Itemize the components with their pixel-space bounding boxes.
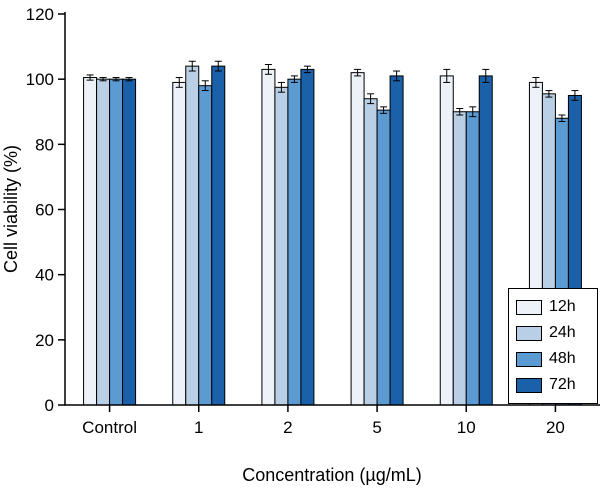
error-bar [558,114,566,123]
x-tick-label: 10 [457,418,476,437]
error-bar [277,81,285,93]
error-bar [264,64,272,75]
error-bar [99,77,107,82]
x-tick-label: Control [82,418,137,437]
y-tick-label: 60 [35,201,54,220]
error-bar [188,60,196,72]
error-bar [380,106,388,114]
bar-12h-1 [172,81,187,406]
error-bar [201,80,209,92]
bar-72h-10 [478,75,493,406]
error-bar [393,70,401,82]
bar-24h-2 [274,86,289,406]
legend-label-24h: 24h [549,324,576,341]
bar-12h-10 [439,75,454,406]
bar-48h-2 [287,78,302,406]
bars-layer [83,60,582,406]
y-tick-label: 80 [35,135,54,154]
legend-label-48h: 48h [549,350,576,367]
bar-48h-5 [376,109,391,406]
error-bar [290,75,298,83]
error-bar [354,68,362,77]
legend-swatch-72h [516,377,542,393]
error-bar [469,106,477,118]
legend-swatch-12h [516,299,542,315]
bar-12h-2 [261,68,276,406]
error-bar [125,77,133,82]
bar-48h-Control [109,78,124,406]
x-tick-label: 2 [283,418,292,437]
x-tick-label: 5 [372,418,381,437]
x-axis-title: Concentration (µg/mL) [242,465,421,485]
y-tick-label: 20 [35,331,54,350]
legend-item-72h: 72h [516,377,590,393]
bar-72h-1 [211,65,226,406]
error-bar [456,107,464,116]
axes-layer: Control 1 2 5 10 20 0 20 40 60 80 100 120 [26,5,600,437]
y-tick-label: 120 [26,5,54,24]
legend-swatch-24h [516,325,542,341]
legend-label-72h: 72h [549,376,576,393]
bar-24h-10 [452,111,467,406]
error-bar [482,68,490,83]
chart-legend: 12h 24h 48h 72h [508,288,598,404]
bar-24h-5 [363,98,378,406]
error-bar [545,90,553,98]
error-bar [532,77,540,88]
y-tick-label: 100 [26,70,54,89]
bar-24h-1 [185,65,200,406]
bar-72h-2 [300,68,315,406]
legend-swatch-48h [516,351,542,367]
error-bar [367,93,375,105]
legend-label-12h: 12h [549,298,576,315]
bar-48h-10 [465,111,480,406]
bar-48h-1 [198,85,213,406]
y-tick-label: 0 [45,396,54,415]
x-tick-label: 1 [194,418,203,437]
bar-12h-Control [83,77,98,406]
error-bar [214,60,222,72]
legend-item-48h: 48h [516,351,590,367]
error-bar [112,77,120,82]
legend-item-12h: 12h [516,299,590,315]
error-bar [175,77,183,88]
error-bar [443,68,451,83]
bar-72h-Control [122,78,137,406]
y-axis-title: Cell viability (%) [1,145,21,273]
legend-item-24h: 24h [516,325,590,341]
error-bar [86,74,94,81]
error-bar [303,65,311,74]
error-bar [571,90,579,101]
y-tick-label: 40 [35,266,54,285]
bar-24h-Control [96,78,111,406]
bar-72h-5 [389,75,404,406]
x-tick-label: 20 [546,418,565,437]
bar-12h-5 [350,72,365,406]
